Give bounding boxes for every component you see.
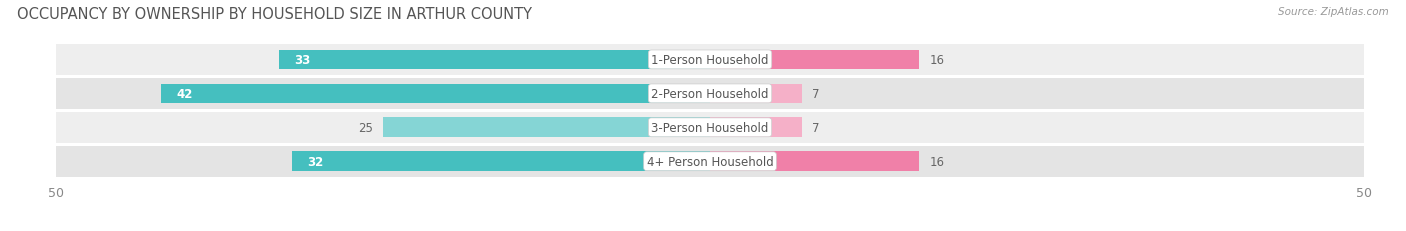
Bar [710, 50, 920, 70]
Text: 16: 16 [929, 155, 945, 168]
Bar [56, 146, 1364, 177]
Bar [56, 112, 1364, 143]
Bar [278, 50, 710, 70]
Text: OCCUPANCY BY OWNERSHIP BY HOUSEHOLD SIZE IN ARTHUR COUNTY: OCCUPANCY BY OWNERSHIP BY HOUSEHOLD SIZE… [17, 7, 531, 22]
Text: 16: 16 [929, 54, 945, 67]
Text: 7: 7 [813, 88, 820, 100]
Text: 32: 32 [308, 155, 323, 168]
Bar [710, 118, 801, 138]
Bar [710, 84, 801, 104]
Text: Source: ZipAtlas.com: Source: ZipAtlas.com [1278, 7, 1389, 17]
Bar [710, 152, 920, 171]
Text: 3-Person Household: 3-Person Household [651, 121, 769, 134]
Bar [56, 45, 1364, 76]
Bar [160, 84, 710, 104]
Bar [291, 152, 710, 171]
Text: 25: 25 [357, 121, 373, 134]
Bar [382, 118, 710, 138]
Text: 2-Person Household: 2-Person Household [651, 88, 769, 100]
Text: 7: 7 [813, 121, 820, 134]
Text: 33: 33 [294, 54, 311, 67]
Text: 4+ Person Household: 4+ Person Household [647, 155, 773, 168]
Text: 1-Person Household: 1-Person Household [651, 54, 769, 67]
Text: 42: 42 [177, 88, 193, 100]
Bar [56, 79, 1364, 109]
